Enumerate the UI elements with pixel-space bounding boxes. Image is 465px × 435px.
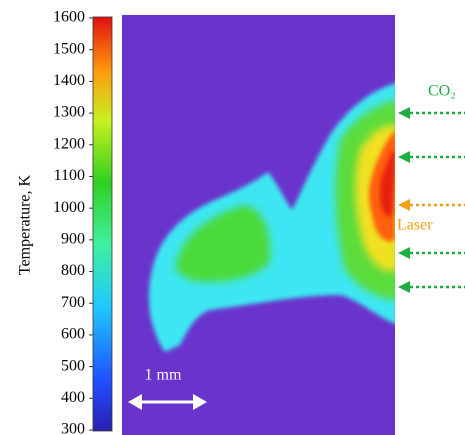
annotation-arrows — [410, 113, 465, 287]
tick-label: 400 — [61, 389, 85, 406]
tick-label: 1500 — [53, 40, 85, 57]
tick-label: 500 — [61, 357, 85, 374]
laser-label: Laser — [397, 217, 433, 234]
scale-label: 1 mm — [145, 367, 182, 384]
annotation-arrowheads — [398, 107, 410, 293]
tick-label: 1000 — [53, 199, 85, 216]
tick-label: 1100 — [54, 167, 85, 184]
colorbar — [93, 17, 112, 431]
tick-label: 700 — [61, 294, 85, 311]
tick-label: 1600 — [53, 9, 85, 26]
co2-label: CO₂ — [428, 83, 456, 100]
colorbar-label: Temperature, K — [17, 174, 34, 275]
tick-label: 600 — [61, 326, 85, 343]
tick-label: 900 — [61, 231, 85, 248]
tick-label: 1200 — [53, 135, 85, 152]
temperature-field: 1 mm — [122, 15, 400, 435]
figure: 1 mm Temperature, K CO₂ Laser 300 400 500 6… — [0, 0, 465, 435]
tick-label: 1400 — [53, 72, 85, 89]
tick-label: 300 — [61, 421, 85, 435]
tick-label: 800 — [61, 262, 85, 279]
tick-label: 1300 — [53, 104, 85, 121]
